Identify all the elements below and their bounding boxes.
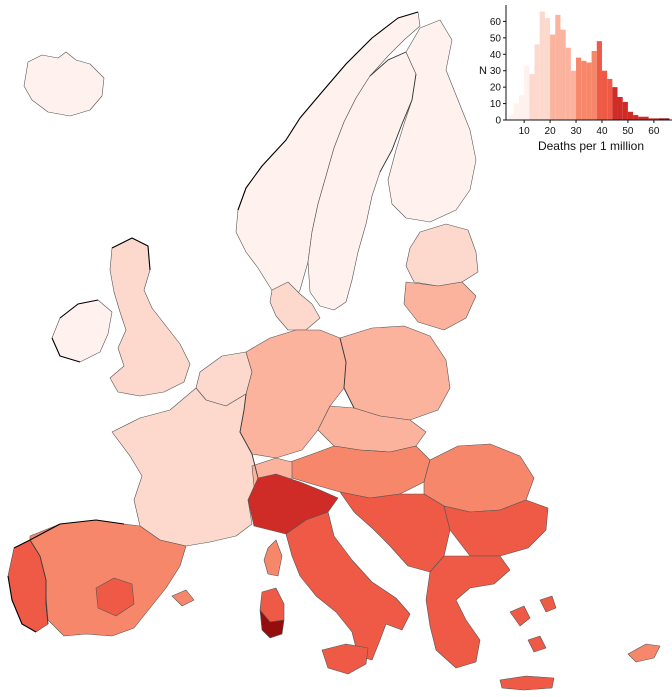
region-spain-central — [95, 577, 135, 617]
region-finland — [387, 19, 477, 223]
coastline-british-isles — [51, 237, 151, 363]
histogram-bar — [601, 70, 608, 120]
x-tick-label: 50 — [622, 126, 634, 137]
border-france-germany — [239, 393, 259, 479]
region-greece — [425, 555, 511, 669]
histogram-bar — [627, 111, 634, 120]
y-tick-label: 30 — [490, 66, 502, 77]
histogram-bar — [648, 118, 654, 120]
histogram-bar — [633, 115, 639, 120]
histogram-bar — [664, 118, 670, 120]
border-sweden-finland — [369, 51, 417, 173]
region-balearic-islands — [171, 589, 195, 607]
y-tick-label: 20 — [490, 83, 502, 94]
x-tick-label: 20 — [545, 126, 557, 137]
histogram-bar — [550, 34, 556, 121]
region-denmark — [269, 281, 321, 331]
region-estonia-latvia — [405, 223, 479, 287]
region-ireland — [51, 299, 113, 363]
histogram-bar — [659, 118, 665, 120]
histogram-bar — [518, 95, 525, 120]
histogram-bar — [607, 78, 613, 120]
region-crete — [499, 675, 555, 691]
region-sicily — [321, 643, 369, 675]
region-balkans — [339, 491, 451, 573]
coastline-west-europe — [7, 519, 125, 633]
y-tick-label: 60 — [490, 17, 502, 28]
region-iceland — [23, 51, 105, 117]
histogram-bar — [524, 65, 530, 120]
histogram-bars — [508, 11, 670, 121]
histogram-bar — [555, 14, 561, 121]
histogram-bar — [576, 57, 582, 120]
y-tick-label: 40 — [490, 50, 502, 61]
region-corsica — [263, 539, 283, 577]
histogram-bar — [565, 47, 571, 120]
border-germany-poland — [339, 337, 355, 409]
y-axis-label: N — [479, 65, 487, 77]
coastline-north — [237, 11, 419, 211]
histogram-bar — [591, 51, 597, 120]
histogram-bar — [529, 74, 535, 120]
histogram-bar — [596, 41, 602, 121]
y-tick-label: 50 — [490, 33, 502, 44]
x-tick-label: 60 — [648, 126, 660, 137]
histogram-bar — [560, 29, 566, 121]
x-axis-label: Deaths per 1 million — [538, 139, 644, 153]
histogram-bar — [653, 118, 660, 120]
map-borders — [7, 11, 419, 633]
histogram-bar — [508, 115, 514, 120]
y-tick-label: 0 — [495, 116, 501, 127]
histogram: 0 10 20 30 40 50 60 10 20 30 40 50 60 N Deaths per … — [479, 5, 672, 153]
histogram-bar — [622, 101, 628, 120]
histogram-bar — [544, 18, 551, 121]
histogram-bar — [513, 103, 519, 120]
histogram-bar — [539, 11, 545, 121]
histogram-bar — [586, 62, 592, 120]
histogram-bar — [612, 87, 618, 120]
region-aegean-islands — [509, 595, 557, 653]
histogram-bar — [581, 60, 587, 120]
region-poland — [339, 325, 451, 421]
histogram-bar — [534, 44, 540, 120]
region-cyprus — [627, 643, 661, 663]
histogram-bar — [638, 116, 644, 120]
x-tick-label: 10 — [519, 126, 531, 137]
y-ticks: 0 10 20 30 40 50 60 — [490, 17, 506, 127]
region-france — [111, 387, 259, 547]
region-italy-south — [285, 511, 411, 661]
x-tick-label: 40 — [596, 126, 608, 137]
x-tick-label: 30 — [570, 126, 582, 137]
histogram-bar — [617, 97, 623, 120]
region-romania — [423, 443, 535, 513]
x-ticks: 10 20 30 40 50 60 — [519, 120, 660, 137]
region-lithuania — [403, 281, 477, 331]
border-spain-portugal — [29, 539, 49, 625]
region-italy-north — [247, 473, 339, 535]
region-bulgaria — [443, 499, 549, 557]
y-tick-label: 10 — [490, 99, 502, 110]
region-great-britain — [109, 237, 191, 397]
region-sardinia-south — [259, 609, 285, 639]
map-regions — [7, 11, 661, 691]
histogram-bar — [570, 70, 577, 120]
histogram-bar — [643, 116, 649, 120]
